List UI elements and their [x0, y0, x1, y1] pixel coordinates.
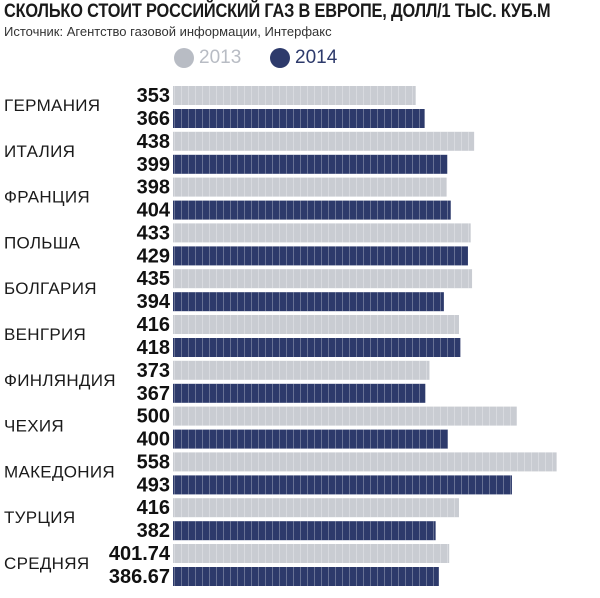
- data-label-2013: 401.74: [109, 543, 171, 565]
- bar-texture: [173, 154, 448, 174]
- bar-texture: [173, 498, 459, 518]
- data-label-2014: 367: [137, 383, 170, 405]
- category-label: ФИНЛЯНДИЯ: [4, 371, 116, 390]
- bar-texture: [173, 86, 416, 105]
- bar-texture: [173, 292, 444, 312]
- bar-texture: [173, 315, 459, 334]
- bar-texture: [173, 544, 450, 563]
- category-label: МАКЕДОНИЯ: [4, 462, 115, 481]
- category-label: ТУРЦИЯ: [4, 508, 75, 527]
- data-label-2013: 353: [137, 85, 170, 107]
- category-label: ПОЛЬША: [4, 233, 81, 252]
- legend-label-2013: 2013: [199, 47, 242, 68]
- data-label-2013: 416: [137, 314, 170, 336]
- bar-texture: [173, 406, 517, 426]
- legend-swatch-2014: [270, 48, 290, 68]
- bar-texture: [173, 567, 439, 586]
- category-label: ГЕРМАНИЯ: [4, 96, 100, 115]
- bar-texture: [173, 383, 426, 403]
- bar-texture: [173, 521, 436, 541]
- data-label-2013: 435: [137, 268, 170, 290]
- bar-texture: [173, 429, 448, 449]
- data-label-2013: 416: [137, 497, 170, 519]
- data-label-2013: 373: [137, 360, 170, 382]
- category-label: ИТАЛИЯ: [4, 142, 75, 161]
- category-label: СРЕДНЯЯ: [4, 554, 89, 573]
- data-label-2014: 386.67: [109, 566, 170, 588]
- bar-texture: [173, 269, 473, 289]
- category-label: ЧЕХИЯ: [4, 417, 64, 436]
- data-label-2014: 366: [137, 108, 170, 130]
- bar-texture: [173, 177, 447, 197]
- data-label-2014: 394: [137, 291, 171, 313]
- data-label-2014: 399: [137, 154, 170, 176]
- data-label-2014: 382: [137, 520, 170, 542]
- bar-texture: [173, 131, 475, 151]
- bar-texture: [173, 338, 461, 357]
- bar-texture: [173, 246, 468, 266]
- data-label-2013: 398: [137, 177, 170, 199]
- bar-texture: [173, 200, 451, 220]
- chart-subtitle: Источник: Агентство газовой информации, …: [4, 24, 332, 39]
- category-label: БОЛГАРИЯ: [4, 279, 97, 298]
- category-label: ВЕНГРИЯ: [4, 325, 86, 344]
- data-label-2013: 558: [137, 451, 170, 473]
- data-label-2014: 418: [137, 337, 170, 359]
- legend-swatch-2013: [174, 48, 194, 68]
- bar-texture: [173, 452, 557, 472]
- data-label-2013: 438: [137, 131, 170, 153]
- data-label-2014: 400: [137, 429, 170, 451]
- legend-item-2013: 2013: [174, 47, 241, 69]
- category-label: ФРАНЦИЯ: [4, 188, 90, 207]
- data-label-2014: 493: [137, 474, 170, 496]
- chart-title: СКОЛЬКО СТОИТ РОССИЙСКИЙ ГАЗ В ЕВРОПЕ, Д…: [4, 1, 551, 22]
- data-label-2014: 404: [137, 200, 171, 222]
- data-label-2013: 500: [137, 406, 170, 428]
- legend-label-2014: 2014: [295, 47, 338, 68]
- bar-texture: [173, 475, 512, 495]
- bar-texture: [173, 223, 471, 243]
- bar-texture: [173, 109, 425, 128]
- data-label-2014: 429: [137, 245, 170, 267]
- bar-texture: [173, 360, 430, 380]
- legend-item-2014: 2014: [270, 47, 337, 69]
- data-label-2013: 433: [137, 222, 170, 244]
